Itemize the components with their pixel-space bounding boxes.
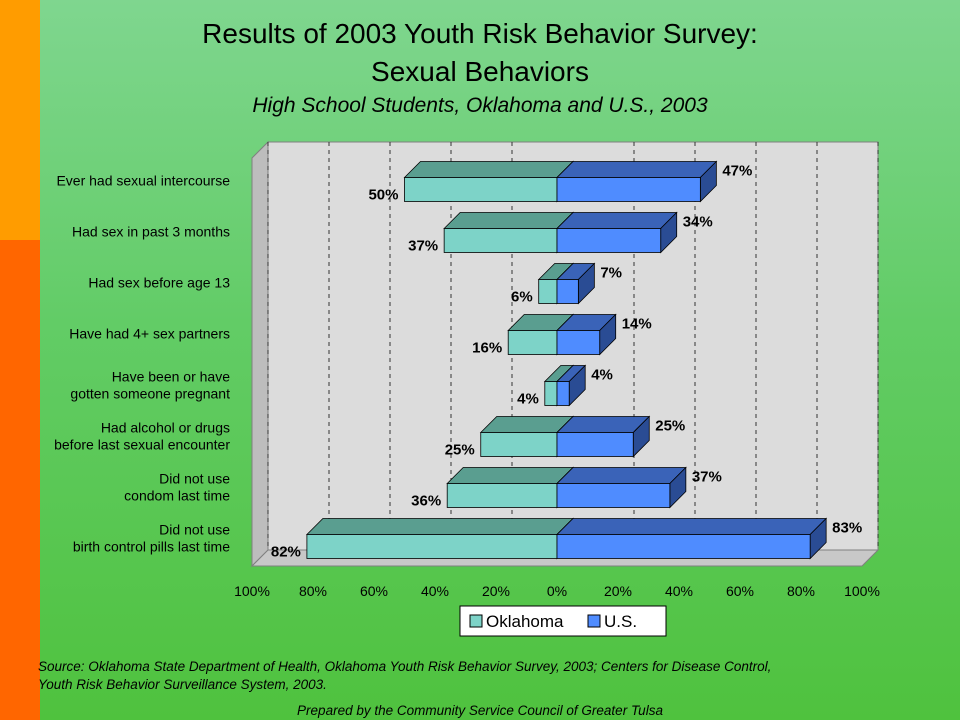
data-label-oklahoma: 25% bbox=[445, 442, 475, 459]
bar-oklahoma bbox=[305, 517, 574, 560]
legend-label-oklahoma: Oklahoma bbox=[486, 612, 564, 631]
bar-oklahoma bbox=[403, 160, 574, 203]
x-tick-label: 100% bbox=[234, 583, 270, 599]
x-tick-label: 60% bbox=[726, 583, 754, 599]
category-label: Have been or have bbox=[112, 369, 231, 385]
bar-us bbox=[556, 415, 651, 458]
data-label-oklahoma: 82% bbox=[271, 544, 301, 561]
data-label-us: 7% bbox=[600, 265, 622, 282]
prepared-by: Prepared by the Community Service Counci… bbox=[297, 703, 663, 718]
bar-us bbox=[556, 211, 678, 254]
x-tick-label: 20% bbox=[604, 583, 632, 599]
category-label: Did not use bbox=[159, 522, 230, 538]
data-label-oklahoma: 37% bbox=[408, 238, 438, 255]
category-label: Did not use bbox=[159, 471, 230, 487]
bar-us bbox=[556, 313, 617, 356]
source-line-1: Source: Oklahoma State Department of Hea… bbox=[38, 659, 772, 674]
bar-oklahoma bbox=[443, 211, 574, 254]
data-label-us: 14% bbox=[622, 316, 652, 333]
legend-swatch-us bbox=[587, 614, 601, 628]
bar-us bbox=[556, 262, 596, 305]
category-label: gotten someone pregnant bbox=[70, 386, 230, 402]
data-label-us: 34% bbox=[683, 214, 713, 231]
bar-us bbox=[556, 364, 587, 407]
category-label: Have had 4+ sex partners bbox=[69, 326, 230, 342]
x-tick-label: 100% bbox=[844, 583, 880, 599]
accent-stripe-top bbox=[0, 0, 40, 240]
data-label-oklahoma: 50% bbox=[368, 187, 398, 204]
category-label: birth control pills last time bbox=[73, 539, 230, 555]
bar-us bbox=[556, 160, 718, 203]
x-tick-label: 60% bbox=[360, 583, 388, 599]
source-note: Source: Oklahoma State Department of Hea… bbox=[38, 658, 938, 693]
legend-label-us: U.S. bbox=[604, 612, 637, 631]
data-label-oklahoma: 4% bbox=[517, 391, 539, 408]
data-label-us: 37% bbox=[692, 469, 722, 486]
category-label: before last sexual encounter bbox=[54, 437, 230, 453]
category-label: condom last time bbox=[124, 488, 230, 504]
category-label: Had sex before age 13 bbox=[88, 275, 230, 291]
category-label: Had alcohol or drugs bbox=[101, 420, 230, 436]
data-label-us: 47% bbox=[722, 163, 752, 180]
x-tick-label: 20% bbox=[482, 583, 510, 599]
chart-side-wall bbox=[251, 140, 269, 568]
data-label-us: 4% bbox=[591, 367, 613, 384]
legend-swatch-oklahoma bbox=[469, 614, 483, 628]
accent-stripe-bottom bbox=[0, 240, 40, 720]
x-tick-label: 40% bbox=[421, 583, 449, 599]
data-label-us: 25% bbox=[655, 418, 685, 435]
bar-us bbox=[556, 517, 828, 560]
x-tick-label: 0% bbox=[547, 583, 567, 599]
data-label-oklahoma: 6% bbox=[511, 289, 533, 306]
category-label: Ever had sexual intercourse bbox=[56, 173, 230, 189]
chart-title-line1: Results of 2003 Youth Risk Behavior Surv… bbox=[202, 18, 758, 49]
x-tick-label: 80% bbox=[787, 583, 815, 599]
legend-box bbox=[459, 605, 667, 637]
x-tick-label: 40% bbox=[665, 583, 693, 599]
x-tick-label: 80% bbox=[299, 583, 327, 599]
source-line-2: Youth Risk Behavior Surveillance System,… bbox=[38, 676, 327, 692]
data-label-us: 83% bbox=[832, 520, 862, 537]
data-label-oklahoma: 16% bbox=[472, 340, 502, 357]
category-label: Had sex in past 3 months bbox=[72, 224, 230, 240]
bar-oklahoma bbox=[446, 466, 574, 509]
bar-us bbox=[556, 466, 687, 509]
chart-subtitle: High School Students, Oklahoma and U.S.,… bbox=[252, 94, 708, 117]
chart-title-line2: Sexual Behaviors bbox=[371, 56, 589, 87]
data-label-oklahoma: 36% bbox=[411, 493, 441, 510]
